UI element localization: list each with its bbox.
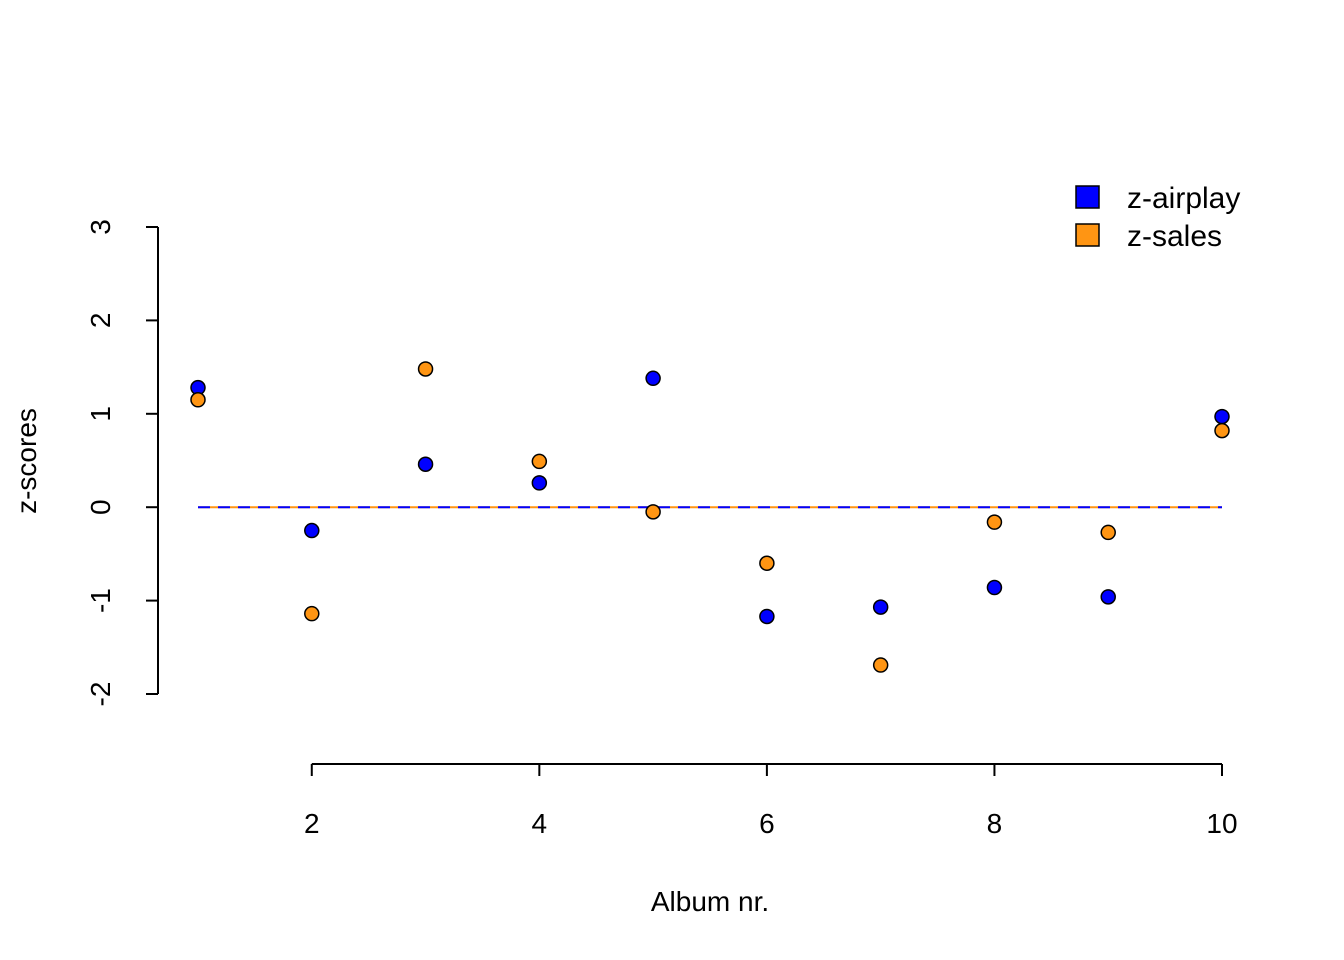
legend-label-z-sales: z-sales [1127, 220, 1222, 253]
legend: z-airplay z-sales [1075, 182, 1240, 253]
legend-label-z-airplay: z-airplay [1127, 182, 1240, 215]
point-z-airplay [759, 608, 775, 625]
point-z-sales [645, 504, 661, 520]
x-tick-label: 10 [1206, 808, 1237, 839]
point-z-sales [759, 555, 775, 571]
point-z-sales [872, 657, 889, 673]
point-z-airplay [1100, 589, 1116, 605]
x-axis-title: Album nr. [651, 886, 769, 917]
point-z-airplay [645, 370, 661, 387]
point-z-airplay [304, 522, 320, 539]
y-axis-title: z-scores [11, 408, 42, 514]
x-tick-label: 8 [987, 808, 1003, 839]
point-z-sales [417, 361, 434, 377]
point-z-airplay [531, 475, 548, 491]
point-z-sales [1100, 524, 1116, 541]
x-axis: 2 4 6 8 10 [304, 763, 1238, 839]
legend-swatch-z-sales [1075, 223, 1100, 247]
point-z-sales [986, 514, 1003, 530]
y-tick-label: 1 [85, 406, 116, 422]
data-points [190, 361, 1230, 673]
legend-swatch-z-airplay [1075, 185, 1100, 209]
point-z-sales [304, 605, 320, 622]
point-z-airplay [417, 456, 434, 472]
y-tick-label: 2 [85, 313, 116, 329]
y-tick-label: 0 [85, 499, 116, 515]
point-z-sales [190, 392, 206, 408]
x-tick-label: 6 [759, 808, 775, 839]
x-tick-label: 4 [532, 808, 548, 839]
point-z-sales [1214, 422, 1230, 439]
y-tick-label: -1 [85, 588, 116, 613]
point-z-sales [531, 453, 548, 470]
point-z-airplay [872, 599, 889, 615]
x-tick-label: 2 [304, 808, 320, 839]
y-tick-label: -2 [85, 682, 116, 707]
point-z-airplay [986, 579, 1003, 596]
y-tick-label: 3 [85, 219, 116, 235]
y-axis: -2 -1 0 1 2 3 [85, 219, 159, 707]
point-z-airplay [1214, 408, 1230, 425]
